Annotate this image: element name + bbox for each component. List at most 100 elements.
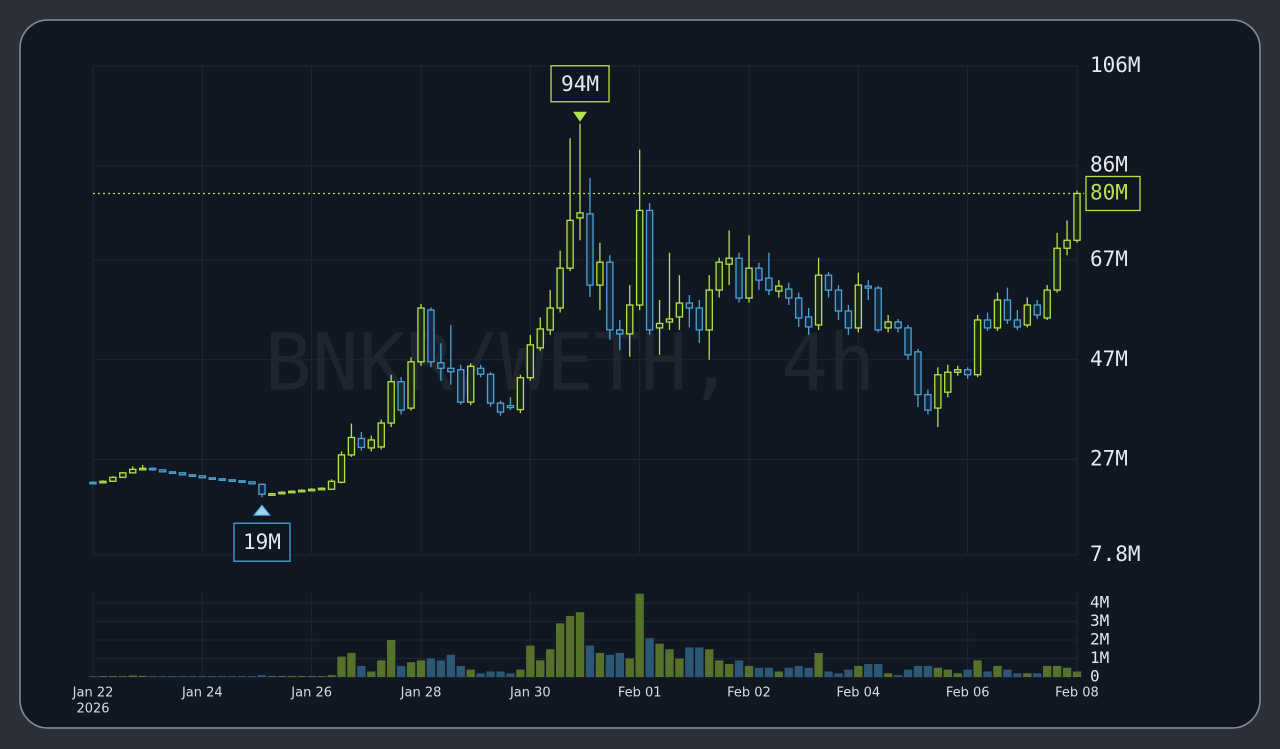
candle-body — [387, 381, 395, 424]
volume-bar — [347, 652, 356, 677]
volume-bar — [307, 676, 316, 677]
candle-body — [238, 480, 246, 483]
candle-body — [1013, 319, 1022, 328]
volume-bar — [426, 658, 436, 677]
candle-body — [188, 474, 197, 477]
candle-body — [864, 285, 873, 289]
volume-bar — [247, 676, 257, 677]
volume-bar — [287, 676, 296, 677]
candle-body — [944, 371, 952, 393]
volume-bar — [277, 676, 287, 677]
candle-body — [844, 310, 853, 329]
candle-body — [457, 369, 465, 403]
volume-bar — [237, 676, 247, 677]
volume-bar — [476, 673, 485, 677]
volume-bar — [605, 654, 615, 677]
volume-bar — [804, 667, 813, 677]
candle-body — [645, 209, 654, 331]
volume-bar — [555, 623, 565, 677]
y-tick-label: 27M — [1090, 446, 1128, 470]
volume-bar — [973, 660, 982, 677]
x-tick-label: Jan 30 — [509, 686, 551, 701]
volume-bar — [257, 675, 267, 677]
volume-bar — [118, 676, 127, 677]
last-label: 80M — [1090, 180, 1128, 204]
volume-bar — [675, 658, 684, 677]
candle-body — [138, 467, 147, 471]
last-label-box — [1085, 175, 1141, 212]
volume-bar — [943, 669, 952, 677]
candle-body — [993, 299, 1002, 329]
candle-body — [168, 471, 177, 474]
volume-bar — [267, 676, 277, 677]
volume-bar — [734, 660, 744, 677]
candle-body — [357, 437, 366, 449]
candle-body — [466, 365, 475, 403]
candle-body — [347, 436, 356, 456]
x-tick-label: Feb 01 — [618, 686, 662, 701]
candle-body — [934, 374, 942, 409]
volume-bar — [158, 676, 167, 677]
candle-body — [576, 212, 584, 219]
volume-bar — [635, 593, 644, 677]
volume-bar — [367, 671, 376, 677]
candle-body — [307, 488, 316, 492]
candle-body — [437, 362, 445, 369]
candle-body — [596, 261, 604, 286]
volume-bar — [834, 673, 843, 677]
volume-bar — [665, 649, 674, 677]
volume-bar — [854, 665, 863, 677]
candle-body — [476, 367, 485, 375]
volume-bar — [864, 664, 873, 677]
volume-bar — [893, 675, 903, 677]
volume-bar — [645, 638, 654, 677]
candle-body — [665, 318, 674, 323]
candle-body — [407, 361, 415, 409]
candle-body — [486, 373, 495, 404]
y-tick-label: 86M — [1090, 153, 1128, 177]
volume-bar — [108, 676, 118, 677]
volume-bar — [913, 665, 923, 677]
y-tick-label: 7.8M — [1090, 542, 1141, 566]
volume-bar — [744, 665, 754, 677]
candle-body — [377, 422, 385, 448]
volume-bar — [297, 676, 306, 677]
candle-body — [606, 261, 614, 331]
candle-body — [655, 322, 664, 329]
volume-bar — [585, 645, 595, 677]
candle-body — [1043, 289, 1051, 319]
min-label: 19M — [243, 530, 281, 554]
candle-body — [914, 351, 922, 396]
volume-bar — [844, 669, 853, 677]
volume-bar — [993, 665, 1002, 677]
watermark: BNKR/WETH, 4h — [265, 318, 875, 408]
volume-bar — [874, 664, 883, 677]
candle-body — [99, 480, 107, 484]
max-label-box — [550, 65, 610, 103]
candle-body — [1003, 299, 1012, 321]
candle-body — [755, 267, 763, 281]
candle-body — [566, 219, 574, 269]
candle-body — [158, 469, 167, 473]
candle-body — [516, 377, 525, 411]
candle-body — [745, 267, 753, 299]
volume-bar — [208, 676, 217, 677]
volume-bar — [188, 676, 197, 677]
volume-bar — [1033, 673, 1042, 677]
candle-body — [297, 489, 306, 493]
volume-bar — [764, 667, 774, 677]
volume-bar — [1072, 671, 1082, 677]
volume-bar — [1023, 673, 1032, 677]
candle-body — [447, 367, 455, 373]
candle-body — [586, 213, 594, 286]
candle-body — [675, 302, 684, 318]
candle-body — [765, 277, 773, 291]
volume-bar — [466, 669, 475, 677]
y-tick-label: 106M — [1090, 53, 1141, 77]
volume-bar — [436, 660, 446, 677]
candle-body — [526, 344, 535, 379]
candle-body — [814, 274, 823, 326]
volume-bar — [814, 652, 823, 677]
